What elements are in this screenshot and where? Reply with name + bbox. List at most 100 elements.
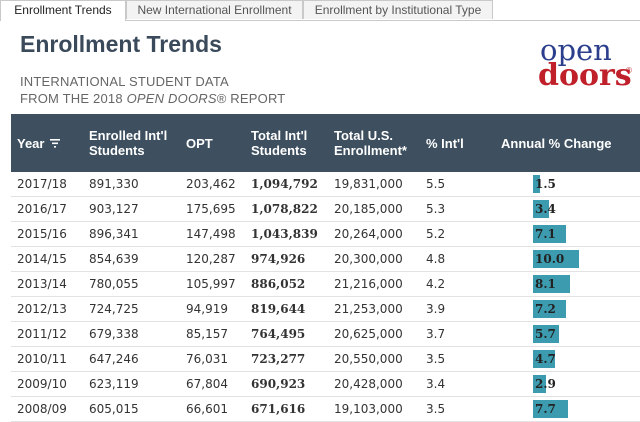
- cell-total: 671,616: [251, 402, 306, 416]
- tab-new-international-enrollment[interactable]: New International Enrollment: [126, 0, 303, 19]
- header-total-line-1: Total Int'l: [251, 128, 308, 143]
- cell-year: 2012/13: [17, 302, 67, 316]
- cell-us: 21,216,000: [334, 277, 403, 291]
- annual-change-bar: [533, 200, 549, 218]
- header-total-line-2: Students: [251, 143, 307, 158]
- header-us-line-2: Enrollment*: [334, 143, 407, 158]
- table-row[interactable]: 2015/16 896,341 147,498 1,043,839 20,264,000…: [11, 222, 640, 247]
- cell-total: 819,644: [251, 302, 306, 316]
- cell-pct: 3.5: [426, 402, 446, 416]
- cell-enrolled: 903,127: [89, 202, 139, 216]
- table-row[interactable]: 2016/17 903,127 175,695 1,078,822 20,185,000…: [11, 197, 640, 222]
- cell-enrolled: 679,338: [89, 327, 139, 341]
- cell-total: 974,926: [251, 252, 306, 266]
- annual-change-bar: [533, 175, 540, 193]
- cell-us: 20,428,000: [334, 377, 403, 391]
- header-enrolled-line-2: Students: [89, 143, 145, 158]
- annual-change-value: 1.5: [535, 177, 556, 191]
- table-row[interactable]: 2008/09 605,015 66,601 671,616 19,103,000 3.5…: [11, 397, 640, 422]
- cell-enrolled: 605,015: [89, 402, 139, 416]
- cell-enrolled: 780,055: [89, 277, 139, 291]
- cell-pct: 4.2: [426, 277, 446, 291]
- cell-opt: 66,601: [186, 402, 228, 416]
- table-row[interactable]: 2012/13 724,725 94,919 819,644 21,253,000 3.9…: [11, 297, 640, 322]
- cell-enrolled: 891,330: [89, 177, 139, 191]
- cell-opt: 175,695: [186, 202, 236, 216]
- cell-year: 2009/10: [17, 377, 67, 391]
- logo-doors-text: doors: [538, 58, 632, 93]
- tab-bar: Enrollment Trends New International Enro…: [0, 0, 640, 21]
- cell-us: 19,831,000: [334, 177, 403, 191]
- cell-total: 1,078,822: [251, 202, 318, 216]
- annual-change-value: 2.9: [535, 377, 556, 391]
- cell-opt: 105,997: [186, 277, 236, 291]
- cell-opt: 147,498: [186, 227, 236, 241]
- header-us-line-1: Total U.S.: [334, 128, 393, 143]
- subtitle-suffix: ® REPORT: [216, 91, 286, 106]
- header-pct-label: % Int'l: [426, 135, 464, 151]
- header-annual-change: Annual % Change: [501, 114, 612, 172]
- cell-year: 2008/09: [17, 402, 67, 416]
- cell-opt: 67,804: [186, 377, 228, 391]
- annual-change-bar: [533, 225, 566, 243]
- header-opt: OPT: [186, 114, 213, 172]
- table-row[interactable]: 2014/15 854,639 120,287 974,926 20,300,000 4.…: [11, 247, 640, 272]
- cell-pct: 5.3: [426, 202, 446, 216]
- header-enrolled: Enrolled Int'l Students: [89, 114, 167, 172]
- cell-pct: 5.5: [426, 177, 446, 191]
- cell-pct: 3.4: [426, 377, 446, 391]
- annual-change-bar: [533, 275, 570, 293]
- cell-total: 723,277: [251, 352, 306, 366]
- cell-us: 21,253,000: [334, 302, 403, 316]
- table-row[interactable]: 2013/14 780,055 105,997 886,052 21,216,000 4.…: [11, 272, 640, 297]
- header-total-intl: Total Int'l Students: [251, 114, 307, 172]
- table-row[interactable]: 2009/10 623,119 67,804 690,923 20,428,000 3.4…: [11, 372, 640, 397]
- cell-pct: 3.7: [426, 327, 446, 341]
- cell-year: 2011/12: [17, 327, 67, 341]
- table-row[interactable]: 2011/12 679,338 85,157 764,495 20,625,000 3.7…: [11, 322, 640, 347]
- cell-pct: 3.9: [426, 302, 446, 316]
- annual-change-value: 10.0: [535, 252, 565, 266]
- cell-total: 1,094,792: [251, 177, 318, 191]
- annual-change-value: 7.7: [535, 402, 556, 416]
- cell-total: 1,043,839: [251, 227, 318, 241]
- cell-year: 2016/17: [17, 202, 67, 216]
- annual-change-value: 7.2: [535, 302, 556, 316]
- header-year-label: Year: [17, 135, 45, 151]
- sort-icon[interactable]: [50, 138, 61, 148]
- cell-year: 2014/15: [17, 252, 67, 266]
- cell-total: 690,923: [251, 377, 306, 391]
- tab-enrollment-by-institutional-type[interactable]: Enrollment by Institutional Type: [303, 0, 493, 19]
- subtitle-prefix: FROM THE 2018: [20, 91, 127, 106]
- header-opt-label: OPT: [186, 135, 213, 151]
- cell-us: 20,264,000: [334, 227, 403, 241]
- cell-total: 764,495: [251, 327, 306, 341]
- cell-enrolled: 647,246: [89, 352, 139, 366]
- annual-change-value: 7.1: [535, 227, 556, 241]
- annual-change-bar: [533, 250, 579, 268]
- report-subtitle: INTERNATIONAL STUDENT DATA FROM THE 2018…: [20, 73, 285, 107]
- annual-change-bar: [533, 300, 566, 318]
- cell-enrolled: 896,341: [89, 227, 139, 241]
- logo-registered-mark: ®: [626, 66, 632, 75]
- cell-us: 20,185,000: [334, 202, 403, 216]
- table-header: Year Enrolled Int'l Students OPT Total In…: [11, 114, 640, 172]
- cell-pct: 4.8: [426, 252, 446, 266]
- table-row[interactable]: 2017/18 891,330 203,462 1,094,792 19,831,000…: [11, 172, 640, 197]
- open-doors-logo[interactable]: open doors ®: [538, 36, 638, 96]
- subtitle-line-2: FROM THE 2018 OPEN DOORS® REPORT: [20, 90, 285, 107]
- annual-change-value: 4.7: [535, 352, 556, 366]
- header-change-label: Annual % Change: [501, 135, 612, 151]
- cell-enrolled: 623,119: [89, 377, 139, 391]
- table-body: 2017/18 891,330 203,462 1,094,792 19,831,000…: [11, 172, 640, 422]
- cell-total: 886,052: [251, 277, 306, 291]
- cell-us: 20,300,000: [334, 252, 403, 266]
- tab-enrollment-trends[interactable]: Enrollment Trends: [0, 0, 126, 21]
- subtitle-line-1: INTERNATIONAL STUDENT DATA: [20, 74, 229, 89]
- annual-change-value: 8.1: [535, 277, 556, 291]
- subtitle-report-name: OPEN DOORS: [126, 91, 217, 106]
- header-total-us: Total U.S. Enrollment*: [334, 114, 407, 172]
- cell-us: 19,103,000: [334, 402, 403, 416]
- table-row[interactable]: 2010/11 647,246 76,031 723,277 20,550,000 3.5…: [11, 347, 640, 372]
- header-year[interactable]: Year: [17, 114, 61, 172]
